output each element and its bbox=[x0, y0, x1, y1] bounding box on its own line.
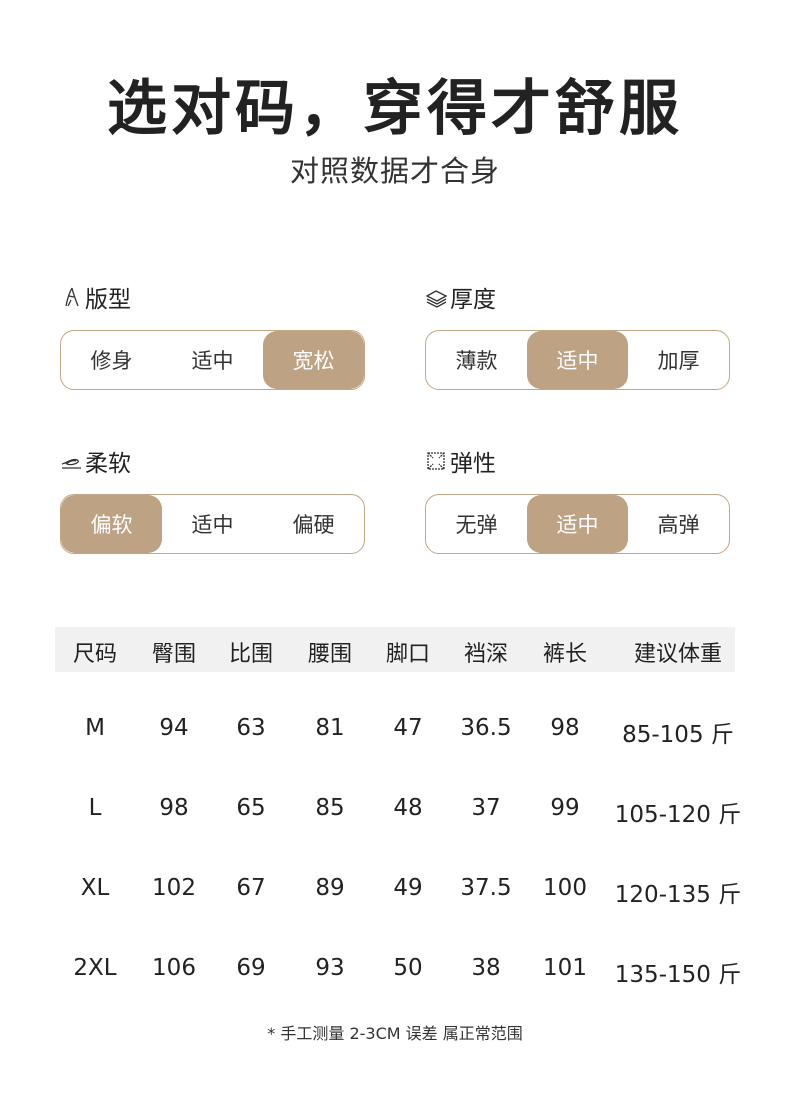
segmented-control: 无弹 适中 高弹 bbox=[425, 494, 730, 554]
table-cell: L bbox=[88, 795, 102, 821]
column-header: 裆深 bbox=[463, 642, 509, 667]
page-title: 选对码，穿得才舒服 bbox=[107, 74, 683, 144]
feather-icon bbox=[61, 458, 81, 469]
table-cell: 47 bbox=[393, 715, 423, 741]
attribute-1: 厚度薄款 适中 加厚 bbox=[425, 282, 730, 390]
attribute-label: 版型 bbox=[60, 282, 365, 313]
option-button[interactable]: 无弹 bbox=[455, 513, 498, 537]
attribute-0: 版型修身 适中 宽松 bbox=[60, 282, 365, 390]
option-button[interactable]: 宽松 bbox=[263, 331, 364, 389]
option-button[interactable]: 加厚 bbox=[657, 349, 700, 373]
option-button[interactable]: 偏硬 bbox=[292, 513, 335, 537]
measurement-note: * 手工测量 2-3CM 误差 属正常范围 bbox=[267, 1024, 523, 1043]
figure-icon bbox=[65, 287, 79, 307]
table-cell: 37 bbox=[471, 795, 501, 821]
table-cell: 102 bbox=[152, 875, 196, 901]
option-button[interactable]: 适中 bbox=[527, 495, 628, 553]
table-cell: 101 bbox=[543, 955, 587, 981]
table-cell: 93 bbox=[315, 955, 345, 981]
table-cell: 67 bbox=[236, 875, 266, 901]
option-button[interactable]: 适中 bbox=[191, 349, 234, 373]
table-cell: 106 bbox=[152, 955, 196, 981]
table-cell: 135-150 斤 bbox=[614, 962, 742, 988]
column-header: 臀围 bbox=[151, 642, 197, 667]
size-table: 尺码 臀围 比围 腰围 脚口 裆深 裤长 建议体重 M 94 63 81 47 36.5 98 85-105… bbox=[55, 627, 741, 988]
table-cell: 99 bbox=[550, 795, 580, 821]
table-row: 2XL 106 69 93 50 38 101 135-150 斤 bbox=[55, 950, 741, 990]
table-cell: 37.5 bbox=[460, 875, 512, 901]
table-cell: 98 bbox=[550, 715, 580, 741]
segmented-control: 偏软 适中 偏硬 bbox=[60, 494, 365, 554]
option-button[interactable]: 偏软 bbox=[61, 495, 162, 553]
attribute-2: 柔软偏软 适中 偏硬 bbox=[60, 446, 365, 554]
table-cell: 36.5 bbox=[460, 715, 512, 741]
segmented-control: 修身 适中 宽松 bbox=[60, 330, 365, 390]
table-row: M 94 63 81 47 36.5 98 85-105 斤 bbox=[55, 710, 735, 750]
attribute-label: 弹性 bbox=[425, 446, 730, 477]
column-header: 脚口 bbox=[385, 642, 431, 667]
table-header: 尺码 臀围 比围 腰围 脚口 裆深 裤长 建议体重 bbox=[55, 627, 735, 672]
option-button[interactable]: 高弹 bbox=[657, 513, 700, 537]
column-header: 裤长 bbox=[542, 642, 588, 667]
table-row: XL 102 67 89 49 37.5 100 120-135 斤 bbox=[55, 870, 742, 910]
table-row: L 98 65 85 48 37 99 105-120 斤 bbox=[55, 790, 742, 830]
option-button[interactable]: 修身 bbox=[90, 349, 133, 373]
table-cell: 81 bbox=[315, 715, 345, 741]
table-cell: 2XL bbox=[73, 955, 117, 981]
option-button[interactable]: 适中 bbox=[191, 513, 234, 537]
table-cell: 48 bbox=[393, 795, 423, 821]
segmented-control: 薄款 适中 加厚 bbox=[425, 330, 730, 390]
table-cell: 85-105 斤 bbox=[622, 722, 734, 748]
table-cell: 85 bbox=[315, 795, 345, 821]
table-cell: 49 bbox=[393, 875, 423, 901]
table-cell: 89 bbox=[315, 875, 345, 901]
column-header: 建议体重 bbox=[633, 642, 723, 667]
table-cell: 50 bbox=[393, 955, 423, 981]
attribute-3: 弹性无弹 适中 高弹 bbox=[425, 446, 730, 554]
column-header: 尺码 bbox=[72, 642, 118, 667]
table-cell: 120-135 斤 bbox=[614, 882, 742, 908]
table-cell: XL bbox=[80, 875, 110, 901]
page-subtitle: 对照数据才合身 bbox=[289, 154, 500, 188]
layers-icon bbox=[425, 290, 447, 308]
table-cell: 65 bbox=[236, 795, 266, 821]
attribute-label: 柔软 bbox=[60, 446, 365, 477]
attribute-label: 厚度 bbox=[425, 282, 730, 313]
table-cell: 100 bbox=[543, 875, 587, 901]
table-cell: 38 bbox=[471, 955, 501, 981]
column-header: 腰围 bbox=[307, 642, 353, 667]
stretch-icon bbox=[427, 452, 445, 470]
option-button[interactable]: 薄款 bbox=[455, 349, 498, 373]
table-cell: 69 bbox=[236, 955, 266, 981]
table-cell: M bbox=[85, 715, 105, 741]
option-button[interactable]: 适中 bbox=[527, 331, 628, 389]
column-header: 比围 bbox=[228, 642, 274, 667]
table-cell: 98 bbox=[159, 795, 189, 821]
table-cell: 63 bbox=[236, 715, 266, 741]
table-cell: 94 bbox=[159, 715, 189, 741]
table-cell: 105-120 斤 bbox=[614, 802, 742, 828]
